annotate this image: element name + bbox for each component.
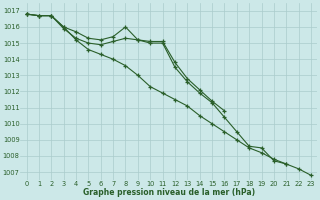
X-axis label: Graphe pression niveau de la mer (hPa): Graphe pression niveau de la mer (hPa) [83,188,255,197]
